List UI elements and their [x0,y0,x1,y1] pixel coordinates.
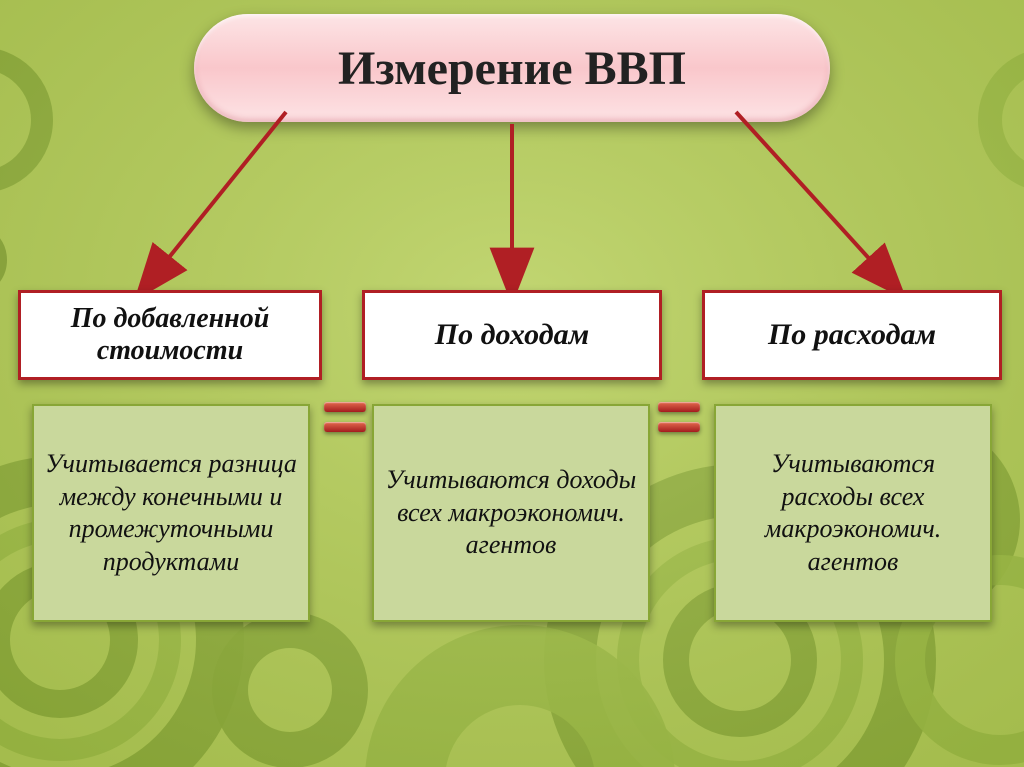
arrow [736,112,894,286]
equals-icon [658,422,700,432]
column-desc-text: Учитываются доходы всех макроэкономич. а… [382,464,640,562]
arrows-layer [0,0,1024,767]
column-title-text: По расходам [768,318,936,353]
column-desc-box: Учитываются доходы всех макроэкономич. а… [372,404,650,622]
equals-icon [324,402,366,412]
equals-icon [658,402,700,412]
column-title-text: По доходам [435,318,589,353]
arrow [146,112,286,286]
column-title-box: По добавленной стоимости [18,290,322,380]
column-title-box: По расходам [702,290,1002,380]
column-desc-box: Учитываются расходы всех макроэкономич. … [714,404,992,622]
column-desc-text: Учитывается разница между конечными и пр… [42,448,300,578]
column-title-box: По доходам [362,290,662,380]
column-desc-text: Учитываются расходы всех макроэкономич. … [724,448,982,578]
column-title-text: По добавленной стоимости [21,303,319,367]
equals-icon [324,422,366,432]
column-desc-box: Учитывается разница между конечными и пр… [32,404,310,622]
diagram-content: Измерение ВВП По добавленной стоимостиУч… [0,0,1024,767]
